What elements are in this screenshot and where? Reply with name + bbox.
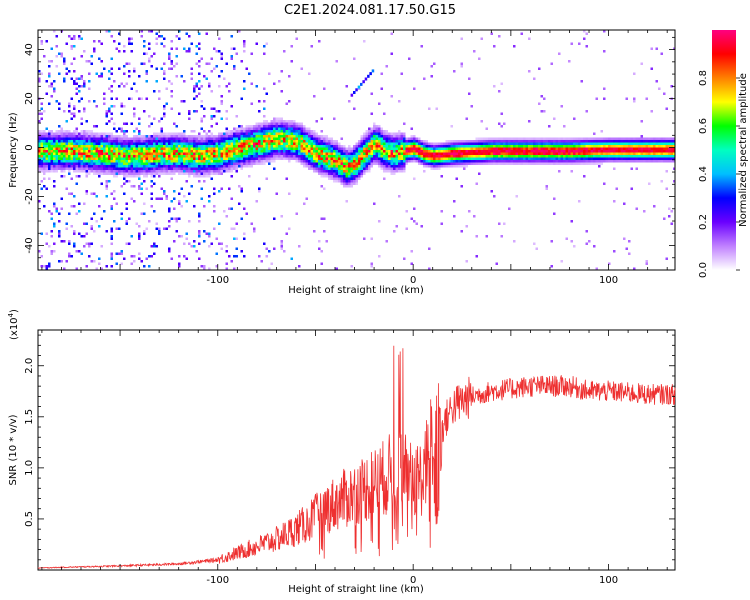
y-tick-label: 1.5 <box>24 409 35 425</box>
colorbar-gradient <box>712 30 736 270</box>
colorbar: 0.0 0.2 0.4 0.6 0.8 Normalized spectral ampl… <box>698 30 749 278</box>
snr-multiplier-base: (x10 <box>9 317 20 340</box>
svg-text:(x104): (x104) <box>7 309 20 340</box>
y-tick-label: 20 <box>24 92 35 105</box>
spectrogram-ylabel: Frequency (Hz) <box>8 112 19 188</box>
snr-ticks: -100 0 100 0.5 1.0 1.5 2.0 <box>24 330 675 586</box>
spectrogram-ticks: -100 0 100 -40 -20 0 20 40 <box>24 30 675 286</box>
x-tick-label: 100 <box>599 275 618 286</box>
spectrogram-frame <box>37 29 676 271</box>
colorbar-tick-label: 0.4 <box>698 166 709 182</box>
y-tick-label: 1.0 <box>24 460 35 476</box>
chart-title: C2E1.2024.081.17.50.G15 <box>284 3 456 18</box>
spectrogram-xlabel: Height of straight line (km) <box>288 285 424 296</box>
y-tick-label: 2.0 <box>24 358 35 374</box>
x-tick-label: 0 <box>410 275 416 286</box>
y-tick-label: 0 <box>24 144 35 150</box>
x-tick-label: -100 <box>206 575 229 586</box>
y-tick-label: 40 <box>24 43 35 56</box>
colorbar-ticks: 0.0 0.2 0.4 0.6 0.8 <box>698 70 740 278</box>
colorbar-tick-label: 0.6 <box>698 118 709 134</box>
colorbar-tick-label: 0.2 <box>698 214 709 230</box>
colorbar-label: Normalized spectral amplitude <box>738 73 749 227</box>
snr-multiplier: (x104) <box>7 309 20 340</box>
snr-panel: -100 0 100 0.5 1.0 1.5 2.0 Height of straight … <box>7 309 676 595</box>
snr-xlabel: Height of straight line (km) <box>288 584 424 595</box>
x-tick-label: 0 <box>410 575 416 586</box>
y-tick-label: -20 <box>24 188 35 204</box>
spectrogram-cells <box>38 30 676 270</box>
x-tick-label: 100 <box>599 575 618 586</box>
snr-multiplier-exp: 4 <box>7 312 15 317</box>
snr-series-line <box>37 345 676 569</box>
y-tick-label: -40 <box>24 237 35 253</box>
spectrogram-panel: -100 0 100 -40 -20 0 20 40 Height of straight l… <box>8 29 676 296</box>
snr-ylabel: SNR (10 * v/v) <box>8 414 19 485</box>
y-tick-label: 0.5 <box>24 511 35 527</box>
snr-multiplier-close: ) <box>9 309 20 313</box>
colorbar-tick-label: 0.8 <box>698 70 709 86</box>
x-tick-label: -100 <box>206 275 229 286</box>
colorbar-tick-label: 0.0 <box>698 262 709 278</box>
